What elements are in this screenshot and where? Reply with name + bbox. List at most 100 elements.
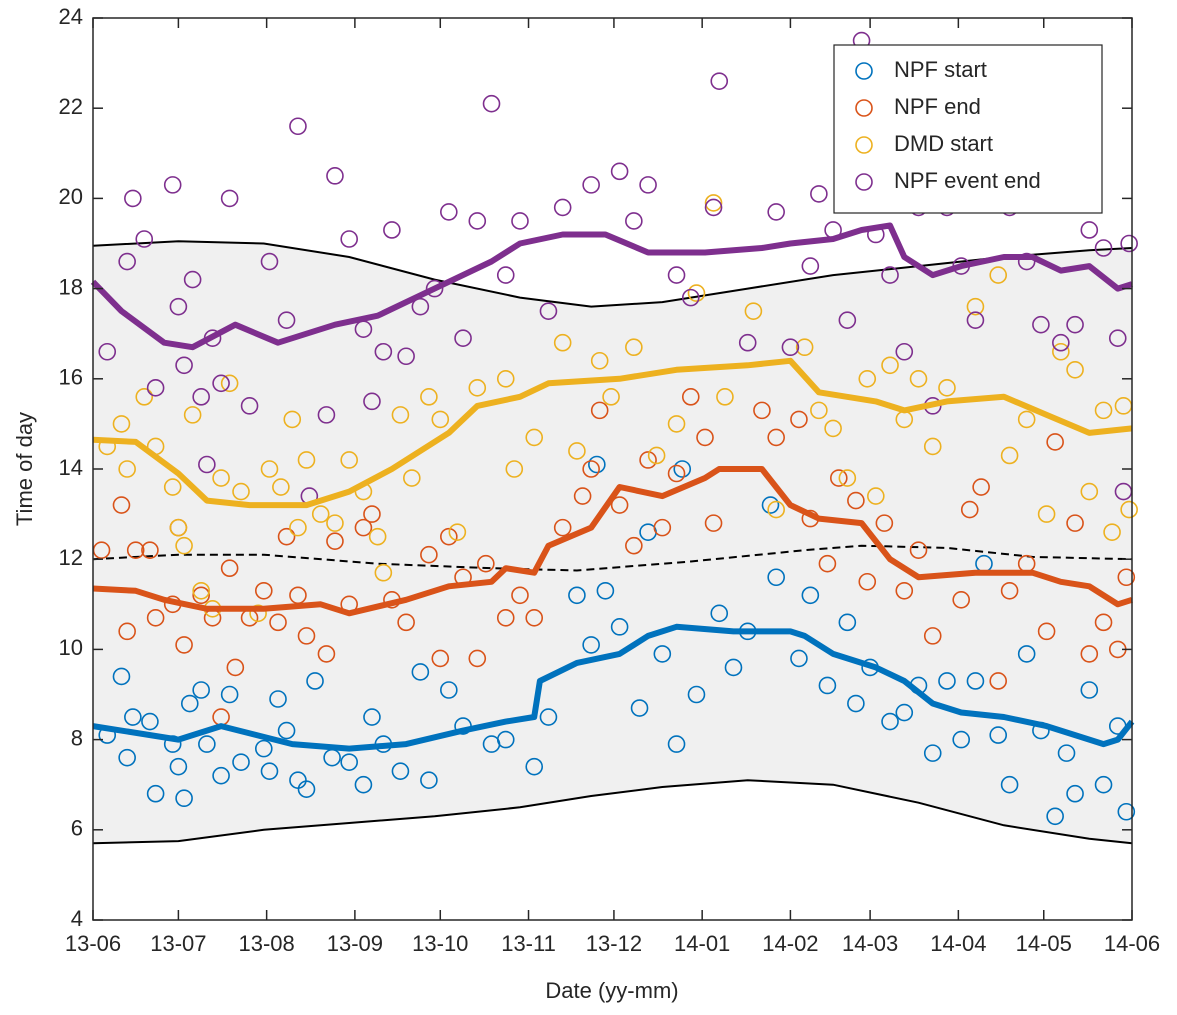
legend-label: NPF event end <box>894 168 1041 193</box>
scatter-point <box>163 478 182 496</box>
scatter-point <box>724 658 743 677</box>
scatter-point <box>596 581 615 600</box>
scatter-point <box>881 356 899 375</box>
scatter-point <box>198 735 216 753</box>
scatter-point <box>183 406 202 424</box>
scatter-point <box>590 351 609 370</box>
x-tick-label: 14-01 <box>674 931 730 956</box>
scatter-point <box>824 419 842 438</box>
scatter-point <box>1120 234 1138 253</box>
scatter-point <box>810 185 828 203</box>
scatter-point <box>952 730 971 749</box>
scatter-point <box>966 311 985 329</box>
scatter-point <box>1094 239 1113 257</box>
scatter-point <box>169 757 188 776</box>
scatter-point <box>687 685 706 704</box>
scatter-point <box>454 329 472 348</box>
scatter-point <box>909 369 928 388</box>
scatter-point <box>1046 807 1064 826</box>
x-tick-label: 13-06 <box>65 931 121 956</box>
scatter-point <box>431 410 450 429</box>
scatter-point <box>420 388 438 406</box>
scatter-point <box>260 252 279 271</box>
scatter-point <box>1066 360 1084 379</box>
scatter-point <box>610 496 629 514</box>
scatter-point <box>553 198 572 217</box>
scatter-point <box>909 541 928 559</box>
scatter-point <box>496 369 515 388</box>
scatter-point <box>297 627 316 645</box>
scatter-point <box>175 789 193 808</box>
scatter-point <box>317 645 336 663</box>
scatter-point <box>220 189 239 208</box>
scatter-point <box>582 176 600 194</box>
scatter-point <box>260 460 279 478</box>
scatter-point <box>317 406 336 424</box>
scatter-point <box>192 388 210 406</box>
scatter-point <box>440 527 458 546</box>
scatter-point <box>146 609 165 627</box>
x-tick-label: 13-11 <box>501 931 556 956</box>
y-tick-label: 14 <box>59 455 83 480</box>
scatter-point <box>383 221 401 239</box>
scatter-point <box>297 451 316 469</box>
scatter-point <box>1000 775 1019 794</box>
scatter-point <box>112 667 131 686</box>
scatter-point <box>767 500 785 519</box>
scatter-point <box>1000 581 1019 600</box>
y-axis-label: Time of day <box>12 412 37 526</box>
scatter-point <box>710 72 729 90</box>
trend-line <box>92 466 1133 617</box>
legend-label: NPF end <box>894 94 981 119</box>
scatter-point <box>448 523 467 541</box>
x-tick-label: 14-06 <box>1104 931 1160 956</box>
scatter-point <box>838 469 857 487</box>
scatter-point <box>989 726 1008 744</box>
scatter-point <box>175 536 193 555</box>
x-tick-label: 13-12 <box>586 931 642 956</box>
scatter-point <box>1032 315 1050 334</box>
scatter-point <box>625 338 643 357</box>
scatter-point <box>1046 433 1064 451</box>
scatter-point <box>923 627 942 645</box>
scatter-point <box>163 176 182 194</box>
scatter-point <box>425 279 444 298</box>
scatter-point <box>582 636 600 654</box>
scatter-point <box>696 428 714 447</box>
x-tick-label: 13-07 <box>150 931 206 956</box>
scatter-point <box>1080 221 1099 239</box>
scatter-point <box>667 266 686 284</box>
scatter-point <box>468 379 487 397</box>
scatter-point <box>738 333 757 352</box>
scatter-point <box>340 230 358 248</box>
scatter-point <box>938 379 956 397</box>
scatter-point <box>511 586 529 605</box>
scatter-point <box>952 590 971 609</box>
scatter-point <box>431 649 450 668</box>
scatter-point <box>118 748 136 767</box>
scatter-point <box>420 771 438 789</box>
scatter-point <box>1017 252 1036 271</box>
scatter-point <box>810 401 828 420</box>
scatter-point <box>625 536 643 555</box>
scatter-point <box>795 338 814 357</box>
scatter-point <box>1037 505 1056 523</box>
scatter-point <box>602 388 620 406</box>
scatter-point <box>175 636 193 654</box>
y-tick-label: 24 <box>59 4 83 29</box>
scatter-point <box>175 356 193 375</box>
scatter-point <box>391 406 410 424</box>
scatter-point <box>283 410 302 429</box>
scatter-point <box>363 708 381 726</box>
scatter-point <box>169 518 188 537</box>
scatter-point <box>838 613 857 632</box>
x-tick-label: 13-09 <box>327 931 383 956</box>
x-tick-label: 14-02 <box>762 931 818 956</box>
scatter-point <box>625 212 643 230</box>
scatter-point <box>118 460 136 478</box>
scatter-point <box>667 464 686 483</box>
scatter-point <box>363 505 381 523</box>
scatter-point <box>254 739 273 758</box>
scatter-point <box>553 333 572 352</box>
